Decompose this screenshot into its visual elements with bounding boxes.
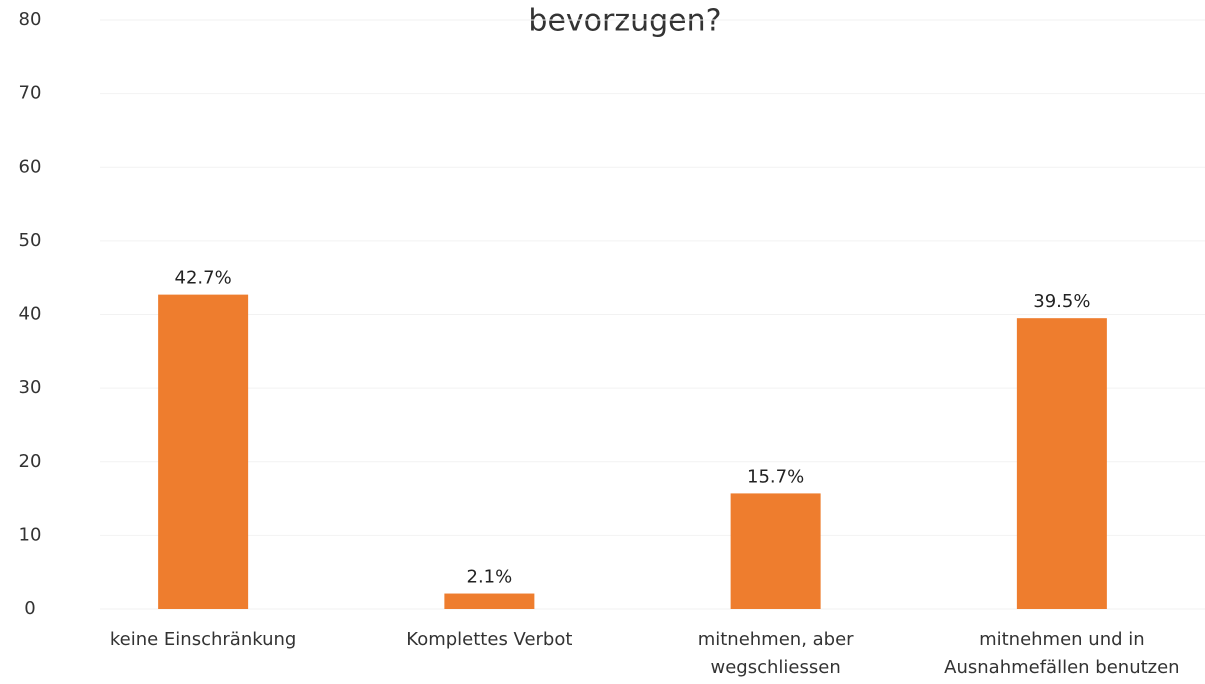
x-tick-label: Komplettes Verbot: [406, 629, 572, 650]
y-tick-label: 50: [19, 230, 42, 251]
data-label: 42.7%: [175, 268, 232, 289]
x-tick-label: mitnehmen und in: [979, 629, 1145, 650]
x-tick-label: wegschliessen: [711, 657, 841, 678]
chart-title: bevorzugen?: [528, 4, 721, 39]
y-tick-label: 60: [19, 156, 42, 177]
x-tick-label: keine Einschränkung: [110, 629, 296, 650]
y-tick-label: 0: [24, 598, 35, 619]
bar: [730, 493, 821, 609]
bar: [1016, 318, 1107, 609]
x-tick-label: mitnehmen, aber: [698, 629, 854, 650]
x-tick-label: Ausnahmefällen benutzen: [944, 657, 1179, 678]
y-tick-label: 70: [19, 83, 42, 104]
data-label: 15.7%: [747, 466, 804, 487]
bar: [158, 294, 249, 609]
y-tick-label: 20: [19, 451, 42, 472]
data-label: 2.1%: [467, 567, 513, 588]
y-tick-label: 40: [19, 304, 42, 325]
bar: [444, 593, 535, 609]
y-tick-label: 80: [19, 9, 42, 30]
y-tick-label: 10: [19, 524, 42, 545]
data-label: 39.5%: [1033, 291, 1090, 312]
y-tick-label: 30: [19, 377, 42, 398]
